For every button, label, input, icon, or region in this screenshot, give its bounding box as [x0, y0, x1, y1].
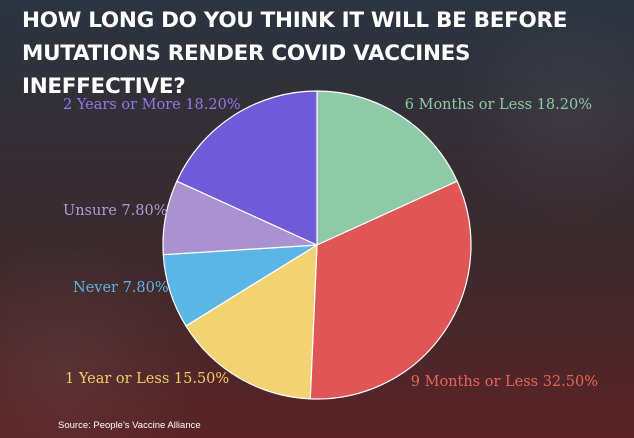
- slice-label-6-months-or-less: 6 Months or Less 18.20%: [405, 97, 592, 113]
- pie-slice-6-months-or-less: [316, 90, 458, 246]
- source-note: Source: People's Vaccine Alliance: [58, 420, 201, 431]
- pie-slice-9-months-or-less: [309, 180, 472, 400]
- slice-label-1-year-or-less: 1 Year or Less 15.50%: [65, 371, 229, 387]
- pie-slice-1-year-or-less: [185, 243, 318, 400]
- slice-label-unsure: Unsure 7.80%: [63, 203, 168, 219]
- slice-label-2-years-or-more: 2 Years or More 18.20%: [63, 97, 241, 113]
- pie-slice-2-years-or-more: [176, 90, 318, 246]
- slice-label-never: Never 7.80%: [73, 280, 169, 296]
- slice-label-9-months-or-less: 9 Months or Less 32.50%: [411, 374, 598, 390]
- chart-title: HOW LONG DO YOU THINK IT WILL BE BEFORE …: [22, 8, 568, 99]
